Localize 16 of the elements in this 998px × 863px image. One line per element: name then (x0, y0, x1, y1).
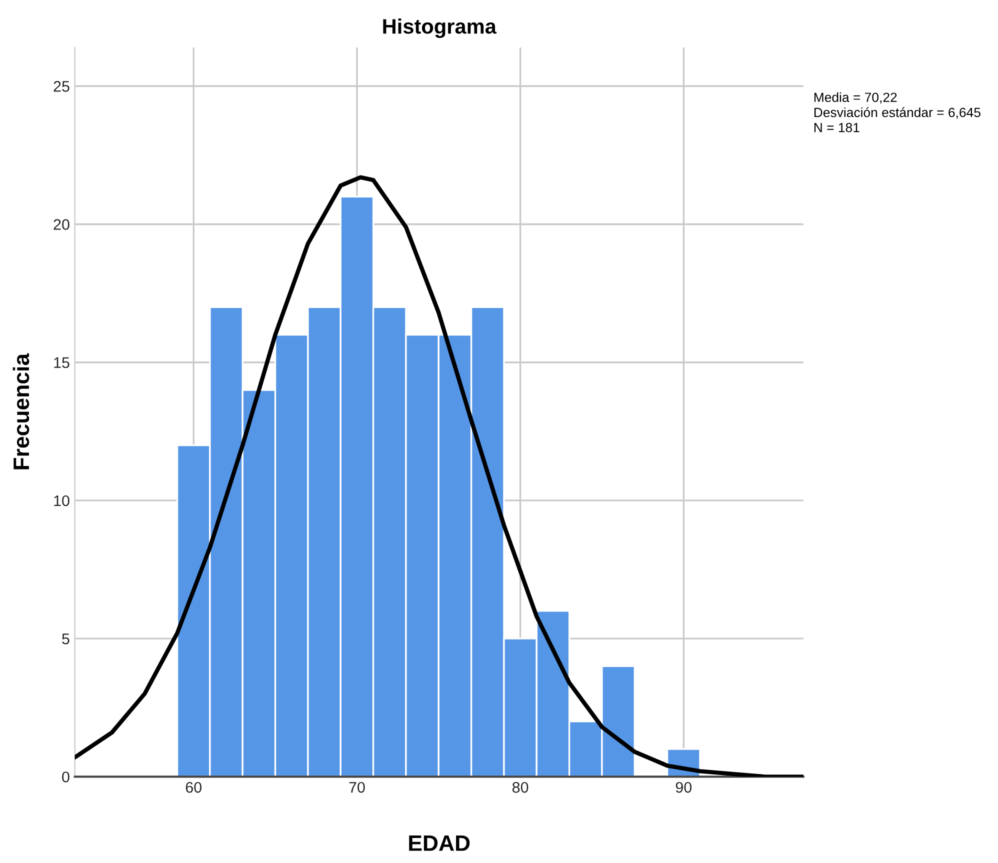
y-tick-label: 0 (62, 772, 70, 782)
chart-title: Histograma (383, 18, 497, 38)
text: Media = 70,22 (814, 92, 897, 104)
y-tick-label: 25 (54, 81, 70, 92)
x-tick-label: 70 (349, 782, 365, 793)
y-tick-label: 5 (62, 634, 70, 644)
y-tick-label: 15 (54, 357, 70, 368)
text: N = 181 (814, 122, 860, 132)
y-axis-title: Frecuencia (12, 353, 30, 470)
x-tick-label: 90 (676, 782, 692, 793)
x-tick-label: 80 (512, 782, 528, 793)
x-axis-title: EDAD (409, 836, 470, 851)
x-tick-label: 60 (186, 782, 202, 793)
y-tick-label: 20 (54, 219, 70, 230)
text: Desviación estándar = 6,645 (814, 107, 980, 119)
y-tick-label: 10 (54, 495, 70, 506)
